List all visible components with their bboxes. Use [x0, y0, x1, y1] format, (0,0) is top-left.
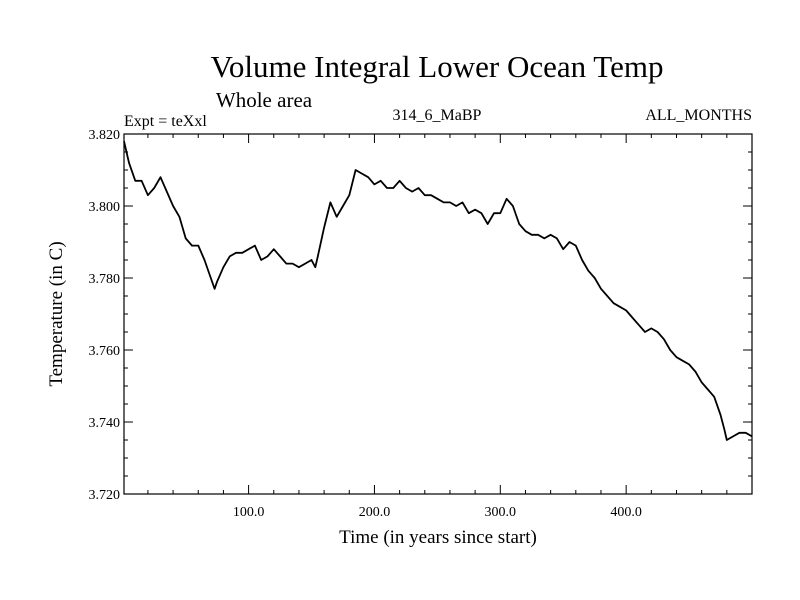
- x-tick-label: 100.0: [233, 505, 265, 520]
- y-tick-label: 3.820: [89, 128, 121, 143]
- y-axis-label: Temperature (in C): [46, 241, 67, 386]
- y-tick-label: 3.720: [89, 488, 121, 503]
- y-tick-label: 3.740: [89, 416, 121, 431]
- x-tick-label: 300.0: [485, 505, 517, 520]
- experiment-label: Expt = teXxl: [124, 113, 207, 130]
- y-tick-label: 3.780: [89, 272, 121, 287]
- y-tick-label: 3.760: [89, 344, 121, 359]
- x-tick-label: 200.0: [359, 505, 391, 520]
- x-axis-label: Time (in years since start): [339, 527, 537, 548]
- chart-subtitle: Whole area: [216, 88, 313, 112]
- months-label: ALL_MONTHS: [645, 107, 752, 124]
- y-tick-label: 3.800: [89, 200, 121, 215]
- x-tick-label: 400.0: [610, 505, 642, 520]
- plot-frame: [123, 133, 753, 495]
- series-line: [123, 140, 753, 441]
- run-label: 314_6_MaBP: [393, 107, 482, 124]
- chart-title: Volume Integral Lower Ocean Temp: [211, 49, 664, 84]
